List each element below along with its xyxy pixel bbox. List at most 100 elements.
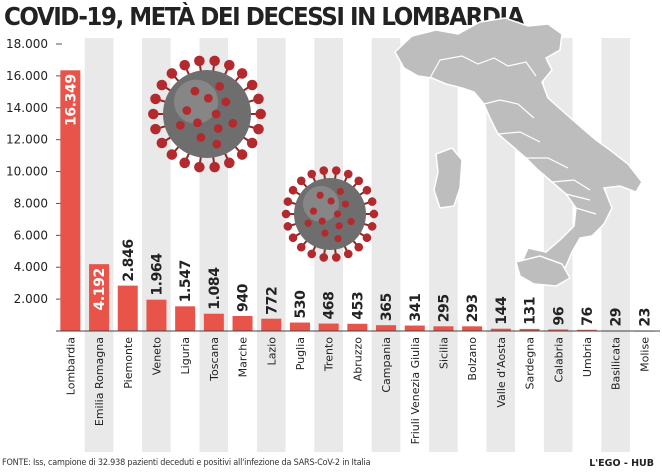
value-label: 1.084 xyxy=(207,267,223,310)
virus-surface-protein xyxy=(212,139,222,149)
virus-spike-head xyxy=(148,108,159,120)
category-label: Lombardia xyxy=(64,337,77,395)
virus-spike-head xyxy=(281,209,291,219)
category-label: Trento xyxy=(323,337,336,372)
virus-spike-head xyxy=(354,176,364,186)
bar xyxy=(146,299,167,331)
bar xyxy=(462,326,483,331)
virus-surface-protein xyxy=(211,109,221,119)
virus-spike-head xyxy=(255,108,266,120)
y-tick-label: 2.000 xyxy=(14,292,48,306)
column-stripe xyxy=(630,38,659,452)
value-label: 1.964 xyxy=(149,253,165,296)
bar xyxy=(347,323,368,331)
bar xyxy=(60,70,81,331)
bar xyxy=(117,285,138,331)
virus-spike-head xyxy=(194,161,205,173)
virus-spike-head xyxy=(246,137,258,149)
y-tick-label: 10.000 xyxy=(6,165,48,179)
source-note: FONTE: Iss, campione di 32.938 pazienti … xyxy=(2,458,371,468)
virus-spike-head xyxy=(367,197,377,206)
virus-spike-head xyxy=(288,185,298,195)
virus-spike-head xyxy=(362,233,372,243)
virus-spike-head xyxy=(236,149,248,160)
virus-surface-protein xyxy=(335,222,343,230)
italy-map xyxy=(394,17,643,277)
virus-spike-head xyxy=(246,79,258,91)
virus-surface-protein xyxy=(347,217,355,226)
category-label: Marche xyxy=(237,337,250,378)
virus-surface-protein xyxy=(228,118,238,128)
value-label: 530 xyxy=(293,290,309,319)
virus-spike-head xyxy=(150,123,161,135)
value-label: 2.846 xyxy=(121,239,137,281)
y-tick-label: 18.000 xyxy=(6,37,48,51)
bar xyxy=(289,322,310,331)
bar xyxy=(261,318,282,331)
virus-surface-protein xyxy=(336,187,344,196)
virus-spike-head xyxy=(369,209,379,219)
virus-spike-head xyxy=(179,59,190,71)
virus-spike-head xyxy=(296,176,306,186)
virus-surface-protein xyxy=(193,118,202,128)
chart-title: COVID-19, METÀ DEI DECESSI IN LOMBARDIA xyxy=(4,2,524,31)
virus-spike-head xyxy=(296,242,306,252)
virus-spike-head xyxy=(150,93,161,105)
virus-spike-head xyxy=(166,149,178,160)
category-label: Lazio xyxy=(265,337,278,366)
virus-surface-protein xyxy=(190,86,200,96)
value-label: 468 xyxy=(322,292,338,320)
region-borders xyxy=(429,55,597,215)
virus-spike-head xyxy=(331,166,341,175)
category-label: Piemonte xyxy=(122,337,135,389)
value-label: 76 xyxy=(580,307,596,326)
virus-spike-head xyxy=(354,242,364,252)
y-tick-label: 8.000 xyxy=(14,196,48,210)
virus-spike-head xyxy=(319,166,329,175)
virus-surface-protein xyxy=(196,133,206,142)
y-tick-label: 16.000 xyxy=(6,69,48,83)
column-stripe xyxy=(371,38,401,452)
column-stripe xyxy=(601,38,630,452)
virus-spike-head xyxy=(343,169,353,179)
column-stripe xyxy=(113,38,143,452)
sardinia-map xyxy=(433,147,463,209)
bar xyxy=(318,323,339,331)
value-label: 772 xyxy=(264,287,280,315)
value-label: 144 xyxy=(494,296,510,325)
bar xyxy=(175,306,196,331)
category-label: Abruzzo xyxy=(351,337,364,382)
category-label: Umbria xyxy=(581,337,594,377)
virus-spike-head xyxy=(156,137,168,149)
value-label: 365 xyxy=(379,293,395,321)
y-tick-label: 12.000 xyxy=(6,133,48,147)
category-label: Friuli Venezia Giulia xyxy=(409,337,422,444)
sicily-map xyxy=(515,255,572,287)
value-label: 1.547 xyxy=(178,260,194,302)
category-labels: Lombardia Emilia Romagna Piemonte Veneto Lig… xyxy=(64,337,651,445)
y-tick-label: 4.000 xyxy=(14,260,48,274)
category-label: Liguria xyxy=(179,337,192,374)
bar xyxy=(203,313,224,331)
virus-spike-head xyxy=(319,253,329,262)
value-label: 453 xyxy=(350,292,366,320)
bar xyxy=(376,325,397,331)
virus-spike-head xyxy=(331,253,341,262)
virus-spike-head xyxy=(367,222,377,231)
value-label: 29 xyxy=(609,308,625,327)
virus-spike-head xyxy=(343,249,353,259)
virus-spike-head xyxy=(224,157,235,169)
virus-spike-head xyxy=(209,161,220,173)
virus-highlight xyxy=(303,185,339,222)
virus-surface-protein xyxy=(215,82,224,91)
category-label: Toscana xyxy=(208,337,221,382)
column-stripe xyxy=(429,38,458,452)
virus-surface-protein xyxy=(341,200,350,208)
virus-spike-head xyxy=(362,185,372,195)
virus-surface-protein xyxy=(221,97,231,107)
column-stripe xyxy=(256,38,286,452)
virus-spike-head xyxy=(307,169,317,179)
virus-spike-head xyxy=(283,222,293,231)
category-label: Basilicata xyxy=(610,337,623,390)
category-label: Calabria xyxy=(552,337,565,383)
